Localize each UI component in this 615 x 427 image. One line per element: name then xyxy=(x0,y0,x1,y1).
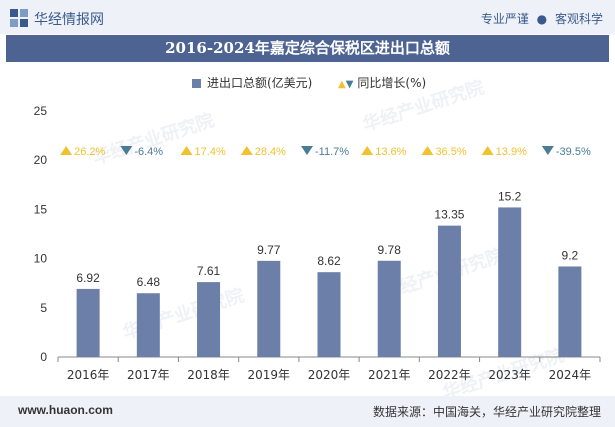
growth-up-triangle-icon xyxy=(481,146,494,155)
footer-bar: www.huaon.com 数据来源：中国海关，华经产业研究院整理 xyxy=(0,396,615,427)
bar-value-label: 7.61 xyxy=(197,264,221,278)
growth-rate-label: 17.4% xyxy=(195,146,226,158)
growth-rate-label: 13.9% xyxy=(496,146,527,158)
bar-value-label: 9.78 xyxy=(378,243,402,257)
legend-item-total: 进出口总额(亿美元) xyxy=(192,74,312,91)
growth-rate-label: -39.5% xyxy=(556,146,591,158)
legend-label-total: 进出口总额(亿美元) xyxy=(207,76,313,90)
growth-rate-label: 28.4% xyxy=(255,146,286,158)
y-tick-label: 15 xyxy=(34,202,48,216)
footer-url[interactable]: www.huaon.com xyxy=(18,403,113,417)
bar-value-label: 8.62 xyxy=(317,254,341,268)
bar-2019年 xyxy=(257,260,281,357)
x-category-label: 2018年 xyxy=(187,368,230,382)
growth-rate-label: -6.4% xyxy=(134,146,163,158)
x-category-label: 2016年 xyxy=(67,368,110,382)
growth-rate-label: 36.5% xyxy=(435,146,466,158)
bar-value-label: 9.77 xyxy=(257,243,281,257)
bar-2021年 xyxy=(377,260,401,357)
x-category-label: 2017年 xyxy=(127,368,170,382)
y-tick-label: 0 xyxy=(40,350,47,364)
growth-rate-label: 13.6% xyxy=(375,146,406,158)
chart-plot-area: 0 5 10 15 20 25 6.92 2016年 26.2% 6.48 2017年 -6.4% 7.… xyxy=(34,104,601,382)
growth-down-triangle-icon xyxy=(120,146,133,155)
bar-value-label: 9.2 xyxy=(562,248,579,262)
y-tick-label: 5 xyxy=(40,301,47,315)
bar-value-label: 6.48 xyxy=(137,275,161,289)
x-category-label: 2022年 xyxy=(428,368,471,382)
slogan-right: 客观科学 xyxy=(554,12,603,26)
growth-down-triangle-icon xyxy=(301,146,313,155)
footer-source: 数据来源：中国海关，华经产业研究院整理 xyxy=(372,405,601,419)
legend-bar-swatch-icon xyxy=(192,79,201,88)
y-tick-label: 20 xyxy=(34,153,48,167)
x-category-label: 2024年 xyxy=(549,368,592,382)
growth-rate-label: -11.7% xyxy=(315,146,349,158)
chart-title: 2016-2024年嘉定综合保税区进出口总额 xyxy=(165,39,450,57)
bar-value-label: 13.35 xyxy=(434,208,464,222)
slogan: 专业严谨 ● 客观科学 xyxy=(481,10,603,27)
title-bar: 2016-2024年嘉定综合保税区进出口总额 xyxy=(6,35,609,62)
top-header-bar: 华经情报网 专业严谨 ● 客观科学 xyxy=(0,0,615,34)
bar-value-label: 6.92 xyxy=(76,271,100,285)
x-category-label: 2019年 xyxy=(248,368,291,382)
growth-down-triangle-icon xyxy=(541,146,554,155)
growth-up-triangle-icon xyxy=(421,146,434,155)
bar-2018年 xyxy=(197,282,221,357)
x-category-label: 2023年 xyxy=(488,368,531,382)
bar-value-label: 15.2 xyxy=(498,189,522,203)
y-tick-label: 25 xyxy=(34,104,48,118)
x-category-label: 2020年 xyxy=(308,368,351,382)
bar-2020年 xyxy=(317,272,341,357)
legend-up-triangle-icon: ▲ xyxy=(338,79,346,90)
growth-up-triangle-icon xyxy=(361,146,374,155)
huajing-logo-icon xyxy=(10,9,28,27)
legend-down-triangle-icon: ▼ xyxy=(345,79,354,90)
growth-up-triangle-icon xyxy=(60,146,73,155)
legend-label-growth: 同比增长(%) xyxy=(357,76,427,90)
growth-up-triangle-icon xyxy=(240,146,253,155)
legend-item-growth: ▲▼ 同比增长(%) xyxy=(338,74,426,91)
y-tick-label: 10 xyxy=(34,252,48,266)
x-category-label: 2021年 xyxy=(368,368,411,382)
growth-up-triangle-icon xyxy=(180,146,193,155)
bar-2016年 xyxy=(76,288,100,357)
bar-2022年 xyxy=(437,225,461,357)
growth-rate-label: 26.2% xyxy=(74,146,105,158)
bar-2017年 xyxy=(136,293,160,357)
bar-2024年 xyxy=(558,266,582,357)
slogan-dot-icon: ● xyxy=(536,12,548,26)
brand-name: 华经情报网 xyxy=(34,12,104,28)
chart-legend: 进出口总额(亿美元) ▲▼ 同比增长(%) xyxy=(0,74,615,94)
bar-2023年 xyxy=(498,207,522,357)
slogan-left: 专业严谨 xyxy=(480,12,529,26)
